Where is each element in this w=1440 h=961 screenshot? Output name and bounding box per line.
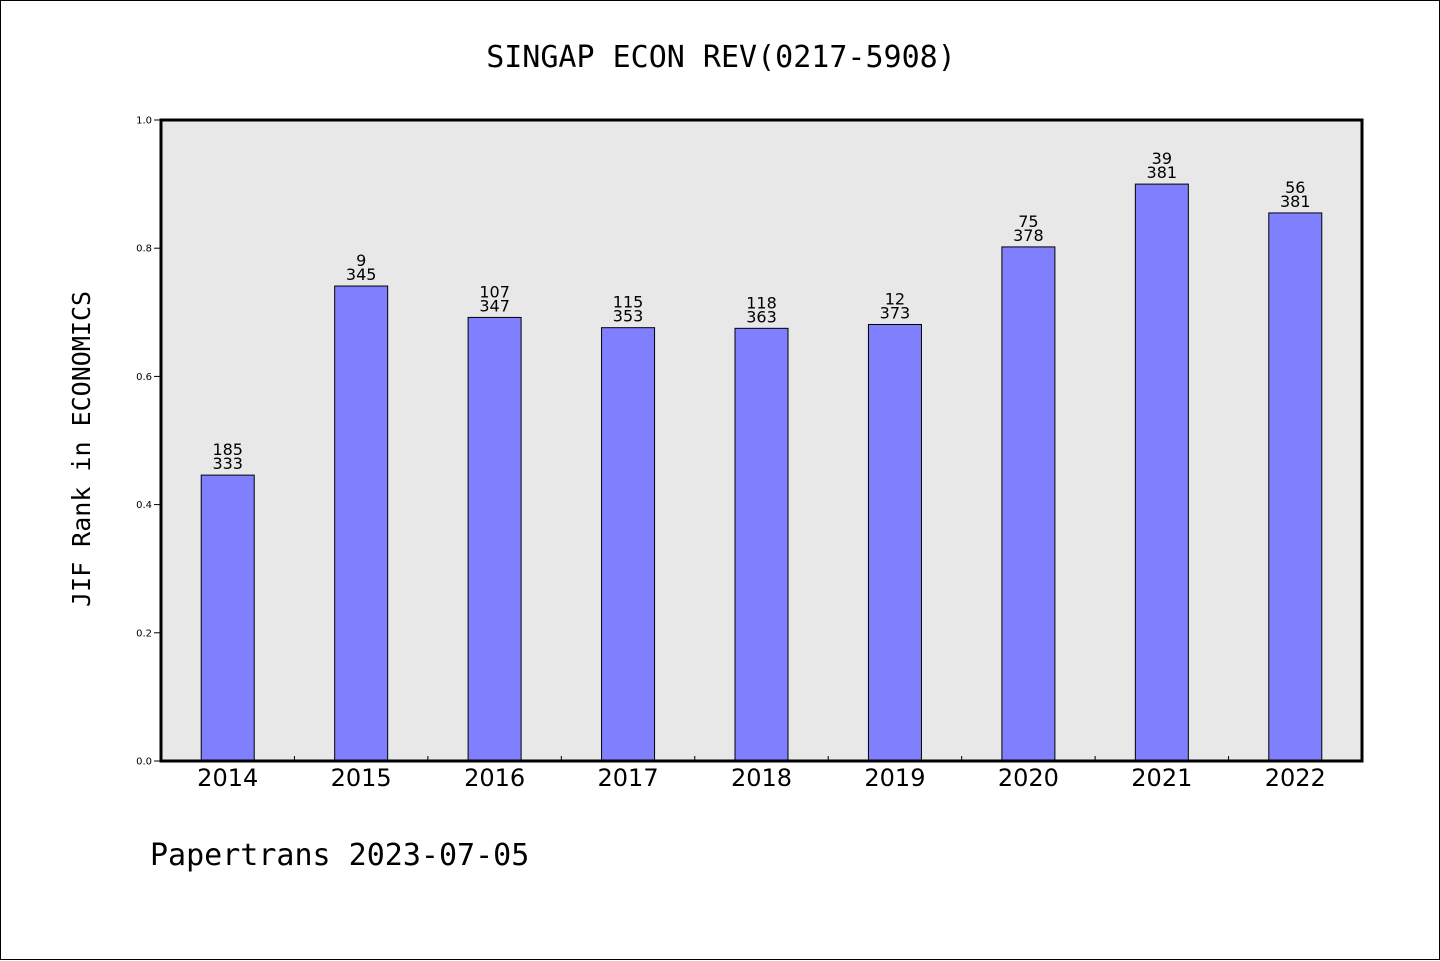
x-tick-label: 2022 bbox=[1265, 764, 1326, 792]
plot-border bbox=[159, 118, 1364, 763]
bar-total-label: 373 bbox=[880, 303, 911, 322]
x-tick-label: 2017 bbox=[598, 764, 659, 792]
x-tick-label: 2014 bbox=[197, 764, 258, 792]
x-tick-label: 2018 bbox=[731, 764, 792, 792]
x-tick-label: 2016 bbox=[464, 764, 525, 792]
bar-rank-label: 9 bbox=[356, 251, 366, 270]
bar-rank-label: 118 bbox=[746, 293, 777, 312]
x-tick-label: 2019 bbox=[864, 764, 925, 792]
bar-2016 bbox=[467, 316, 522, 762]
x-axis: 2014 2015 2016 2017 2018 2019 2020 2021 2022 bbox=[197, 756, 1326, 792]
bar-2022 bbox=[1268, 212, 1323, 762]
bar-2014 bbox=[200, 474, 255, 762]
bar-rank-label: 115 bbox=[613, 293, 644, 312]
bar-2018 bbox=[734, 327, 789, 762]
y-tick-label: 0.0 bbox=[136, 757, 152, 768]
footer-source-date: Papertrans 2023-07-05 bbox=[150, 838, 529, 873]
y-tick-label: 0.4 bbox=[136, 500, 152, 511]
y-axis: 0.0 0.2 0.4 0.6 0.8 1.0 bbox=[136, 116, 161, 768]
bar-2019 bbox=[867, 323, 922, 762]
bars-layer bbox=[200, 183, 1323, 762]
bar-rank-label: 39 bbox=[1152, 149, 1172, 168]
bar-rank-label: 12 bbox=[885, 289, 905, 308]
bar-rank-label: 56 bbox=[1285, 178, 1305, 197]
y-tick-label: 0.6 bbox=[136, 372, 152, 383]
bar-total-label: 378 bbox=[1013, 226, 1044, 245]
bar-total-label: 353 bbox=[613, 307, 644, 326]
x-tick-label: 2015 bbox=[331, 764, 392, 792]
x-tick-label: 2021 bbox=[1131, 764, 1192, 792]
bar-2015 bbox=[334, 285, 389, 762]
bar-total-label: 363 bbox=[746, 307, 777, 326]
bar-rank-label: 75 bbox=[1018, 212, 1038, 231]
bar-total-label: 345 bbox=[346, 265, 377, 284]
bar-rank-label: 107 bbox=[479, 282, 510, 301]
bar-total-label: 333 bbox=[212, 454, 243, 473]
y-axis-label: JIF Rank in ECONOMICS bbox=[67, 291, 96, 607]
bar-total-label: 347 bbox=[479, 296, 510, 315]
y-tick-label: 0.2 bbox=[136, 628, 152, 639]
y-tick-label: 0.8 bbox=[136, 244, 152, 255]
x-tick-label: 2020 bbox=[998, 764, 1059, 792]
bar-total-label: 381 bbox=[1280, 192, 1311, 211]
bar-total-label: 381 bbox=[1147, 163, 1178, 182]
bar-2017 bbox=[601, 327, 656, 762]
chart-title: SINGAP ECON REV(0217-5908) bbox=[486, 40, 956, 75]
bar-2021 bbox=[1134, 183, 1189, 762]
bar-rank-label: 185 bbox=[212, 440, 243, 459]
bar-2020 bbox=[1001, 246, 1056, 762]
y-tick-label: 1.0 bbox=[136, 116, 152, 127]
